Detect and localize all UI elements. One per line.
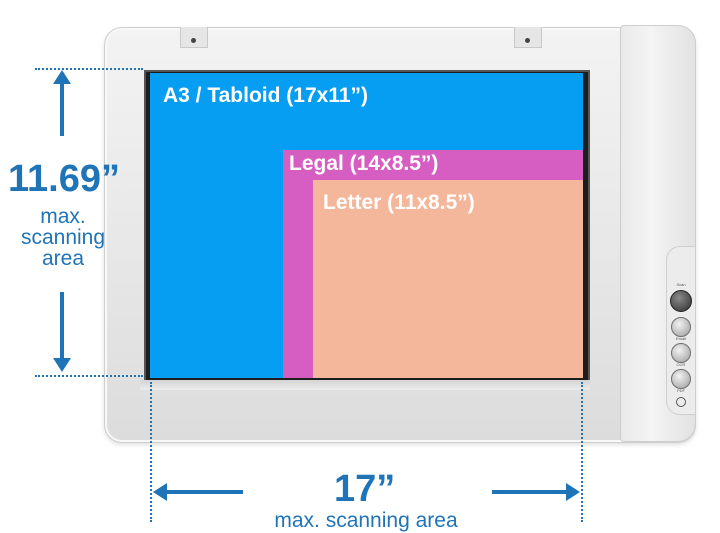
scan-button-label: Scan — [676, 282, 686, 287]
email-button[interactable] — [671, 317, 691, 337]
email-button-label: Email — [675, 336, 686, 341]
scan-button[interactable] — [670, 290, 692, 312]
height-caption: max. scanning area — [10, 206, 116, 269]
left-arrow-icon — [153, 483, 243, 501]
a3-tabloid-label: A3 / Tabloid (17x11”) — [163, 84, 369, 107]
right-hinge — [514, 27, 542, 48]
scanner-control-strip: Scan Email OCR PDF — [666, 246, 696, 415]
height-value: 11.69” — [8, 158, 120, 200]
letter-label: Letter (11x8.5”) — [323, 191, 475, 214]
pdf-button[interactable] — [671, 369, 691, 389]
height-bottom-guide — [35, 375, 143, 377]
height-top-guide — [35, 68, 143, 70]
height-caption-line: area — [41, 247, 85, 270]
ocr-button[interactable] — [671, 343, 691, 363]
ocr-button-label: OCR — [676, 362, 686, 367]
power-icon[interactable] — [676, 397, 686, 407]
height-caption-line: max. — [40, 205, 86, 228]
legal-label: Legal (14x8.5”) — [289, 152, 439, 175]
width-left-guide — [150, 382, 152, 522]
width-value: 17” — [334, 468, 396, 510]
down-arrow-icon — [53, 292, 71, 372]
up-arrow-icon — [53, 70, 71, 136]
height-caption-line: scanning — [20, 226, 106, 249]
pdf-button-label: PDF — [677, 388, 685, 393]
width-right-guide — [581, 382, 583, 522]
glass-bottom-lip — [140, 380, 590, 390]
letter-area — [313, 180, 583, 378]
right-arrow-icon — [492, 483, 580, 501]
left-hinge — [180, 27, 208, 48]
width-caption: max. scanning area — [274, 509, 458, 532]
